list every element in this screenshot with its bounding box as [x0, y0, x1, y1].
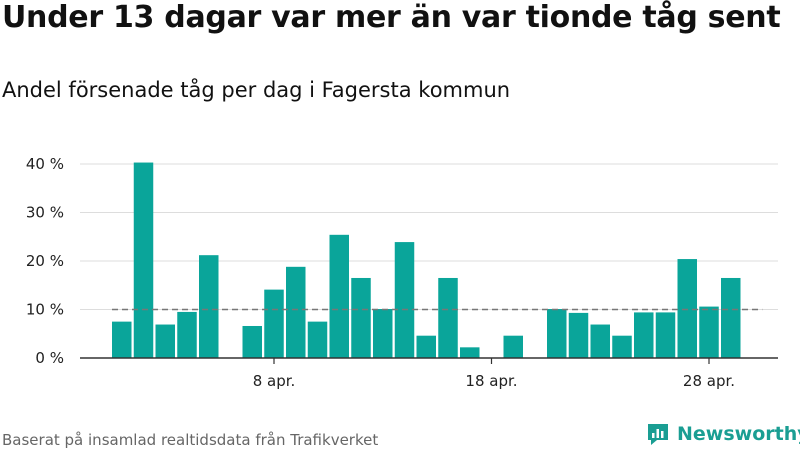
bar-chart: 1 apr.: 7.5 %2 apr.: 40.3 %3 apr.: 6.9 %…: [26, 155, 778, 390]
bar[interactable]: 10 apr.: 7.5 %: [307, 321, 328, 358]
bar[interactable]: 21 apr.: 10.1 %: [547, 309, 567, 358]
bar[interactable]: 29 apr.: 16.5 %: [721, 277, 741, 358]
bar[interactable]: 26 apr.: 9.4 %: [655, 312, 676, 358]
bar[interactable]: 2 apr.: 40.3 %: [133, 162, 154, 358]
bar[interactable]: 4 apr.: 9.5 %: [177, 311, 197, 358]
bar[interactable]: 15 apr.: 4.6 %: [416, 335, 437, 358]
x-tick-label: 8 apr.: [253, 372, 296, 390]
brand-name: Newsworthy: [677, 423, 800, 445]
bar[interactable]: 12 apr.: 16.5 %: [351, 277, 371, 358]
x-tick-label: 28 apr.: [683, 372, 735, 390]
brand-logo[interactable]: Newsworthy: [645, 421, 800, 447]
bar[interactable]: 11 apr.: 25.4 %: [329, 234, 350, 358]
x-tick-label: 18 apr.: [465, 372, 517, 390]
bar[interactable]: 23 apr.: 6.9 %: [590, 324, 611, 358]
bar[interactable]: 16 apr.: 16.5 %: [438, 277, 458, 358]
bar[interactable]: 5 apr.: 21.2 %: [199, 255, 219, 358]
bar[interactable]: 1 apr.: 7.5 %: [112, 321, 132, 358]
chart-subtitle: Andel försenade tåg per dag i Fagersta k…: [2, 78, 511, 102]
bar[interactable]: 7 apr.: 6.6 %: [242, 325, 263, 358]
y-tick-label: 30 %: [26, 204, 64, 222]
bar[interactable]: 9 apr.: 18.8 %: [286, 266, 306, 358]
y-tick-label: 40 %: [26, 155, 64, 173]
y-tick-label: 20 %: [26, 252, 64, 270]
bar[interactable]: 19 apr.: 4.6 %: [503, 335, 524, 358]
bar[interactable]: 8 apr.: 14.1 %: [264, 289, 284, 358]
bar[interactable]: 13 apr.: 10.1 %: [373, 309, 393, 358]
bar[interactable]: 27 apr.: 20.4 %: [677, 259, 698, 358]
bar[interactable]: 14 apr.: 23.9 %: [394, 242, 415, 358]
newsworthy-logo-icon: [648, 424, 668, 445]
bar[interactable]: 17 apr.: 2.2 %: [460, 347, 480, 358]
bar[interactable]: 25 apr.: 9.4 %: [634, 312, 654, 358]
bar[interactable]: 3 apr.: 6.9 %: [155, 324, 176, 358]
bar[interactable]: 24 apr.: 4.6 %: [612, 335, 632, 358]
source-footnote: Baserat på insamlad realtidsdata från Tr…: [2, 431, 379, 449]
chart-title: Under 13 dagar var mer än var tionde tåg…: [2, 0, 781, 35]
bar[interactable]: 22 apr.: 9.3 %: [568, 312, 589, 358]
y-tick-label: 10 %: [26, 301, 64, 319]
bar[interactable]: 28 apr.: 10.6 %: [699, 306, 719, 358]
y-tick-label: 0 %: [35, 349, 64, 367]
